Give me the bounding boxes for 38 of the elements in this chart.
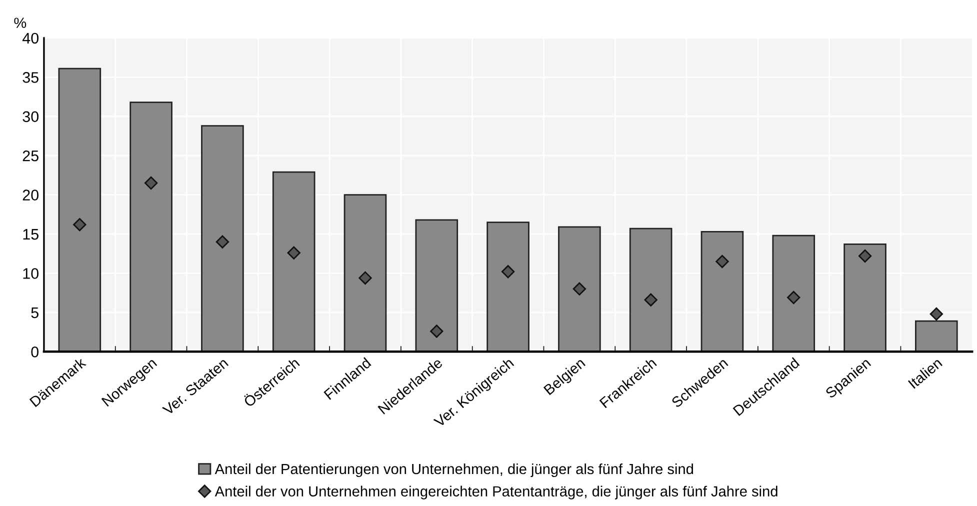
point: [930, 307, 944, 321]
bar: [486, 222, 530, 352]
bar: [130, 102, 172, 352]
y-tick-label: 15: [23, 229, 38, 240]
y-axis-title: %: [14, 18, 26, 28]
bar: [772, 234, 816, 352]
y-tick-label: 5: [31, 307, 38, 318]
bar: [700, 230, 744, 352]
y-tick-label: 10: [23, 268, 39, 279]
bar: [201, 125, 244, 352]
y-tick-label: 40: [22, 32, 39, 44]
point: [287, 246, 300, 260]
bar: [558, 226, 601, 352]
point: [501, 265, 515, 278]
y-tick-label: 35: [22, 72, 38, 83]
point: [216, 235, 230, 248]
point: [716, 254, 729, 268]
y-tick-label: 30: [22, 111, 39, 122]
bar: [272, 171, 316, 352]
y-tick-label: 20: [22, 190, 39, 200]
bar: [844, 244, 886, 352]
bar: [58, 68, 102, 352]
point: [572, 282, 586, 296]
point: [787, 290, 800, 304]
point: [858, 249, 872, 263]
legend-label: Anteil der von Unternehmen eingereichten Patentanträge, die jünger als fünf Jahre sind: [214, 486, 778, 500]
y-tick-label: 25: [22, 150, 38, 162]
bar: [915, 320, 958, 352]
legend-label: Anteil der Patentierungen von Unternehmen, die jünger als fünf Jahre sind: [214, 463, 694, 478]
bar: [415, 219, 458, 352]
point: [358, 271, 372, 285]
point: [644, 293, 658, 306]
bar: [344, 194, 387, 352]
bar: [629, 228, 672, 352]
point: [430, 324, 444, 338]
point: [144, 176, 158, 190]
y-tick-label: 0: [31, 346, 39, 358]
point: [73, 218, 86, 232]
